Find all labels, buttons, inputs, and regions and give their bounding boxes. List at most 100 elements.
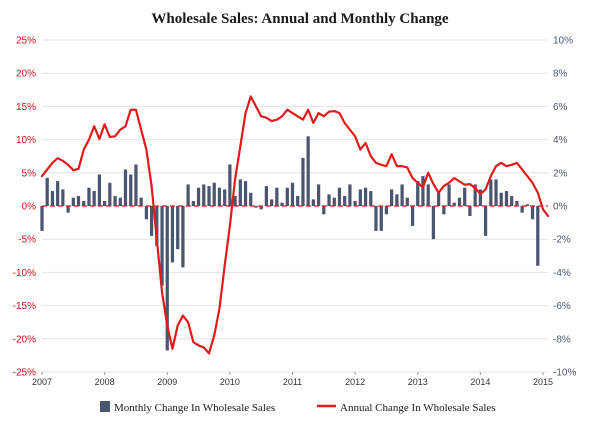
bar — [332, 197, 336, 206]
bar — [191, 201, 195, 206]
left-tick-label: 20% — [16, 69, 36, 80]
bar — [499, 192, 503, 206]
bar — [390, 189, 394, 206]
bar — [525, 204, 529, 206]
bar — [447, 184, 451, 206]
bar — [196, 187, 201, 206]
bar — [270, 199, 274, 206]
bar — [515, 201, 519, 206]
bar — [322, 206, 326, 215]
bar — [358, 189, 362, 206]
bar — [87, 187, 91, 206]
bar — [170, 206, 175, 263]
bar — [249, 192, 253, 206]
bar — [468, 206, 472, 216]
legend-bar-label: Monthly Change In Wholesale Sales — [114, 402, 275, 414]
bar — [118, 197, 122, 206]
bar — [212, 182, 216, 206]
bar — [92, 191, 96, 206]
right-tick-label: -4% — [553, 268, 571, 279]
bar — [264, 186, 268, 206]
bar — [144, 206, 149, 220]
left-tick-label: -25% — [13, 368, 36, 379]
x-tick-label: 2014 — [470, 377, 490, 387]
bar — [155, 206, 159, 246]
x-tick-label: 2013 — [408, 377, 428, 387]
bar — [71, 197, 75, 206]
right-tick-label: 8% — [553, 69, 568, 80]
bar — [494, 179, 498, 206]
bar — [483, 206, 488, 236]
bar — [45, 177, 49, 206]
left-axis-ticks: 25% 20% 15% 10% 5% 0% -5% -10% -15% -20% -25% — [13, 36, 36, 379]
bar — [306, 136, 310, 206]
bar — [275, 187, 279, 206]
bar — [442, 206, 446, 215]
x-tick-label: 2010 — [220, 377, 240, 387]
x-tick-label: 2015 — [533, 377, 553, 387]
x-tick-label: 2008 — [95, 377, 115, 387]
right-tick-label: -10% — [553, 368, 576, 379]
bar — [186, 184, 190, 206]
bar — [395, 194, 399, 206]
bar — [379, 206, 383, 231]
bar — [530, 206, 535, 220]
x-tick-label: 2007 — [32, 377, 52, 387]
bar — [223, 189, 227, 206]
right-tick-label: 10% — [553, 36, 573, 47]
bar — [176, 206, 180, 250]
left-tick-label: -20% — [13, 334, 36, 345]
right-tick-label: 4% — [553, 135, 568, 146]
legend-line-label: Annual Change In Wholesale Sales — [340, 402, 496, 414]
bar — [56, 181, 60, 206]
legend: Monthly Change In Wholesale Sales Annual… — [100, 401, 496, 414]
bar-series — [40, 136, 540, 351]
right-tick-label: -2% — [553, 235, 571, 246]
bar — [478, 189, 482, 206]
bar — [463, 187, 467, 206]
left-tick-label: 10% — [16, 135, 36, 146]
bar — [473, 184, 477, 206]
bar — [113, 196, 117, 206]
bar — [363, 187, 368, 206]
bar — [123, 169, 128, 206]
bar — [369, 191, 373, 206]
bar — [61, 189, 65, 206]
bar — [431, 206, 436, 240]
left-tick-label: -5% — [18, 235, 36, 246]
right-tick-label: 6% — [553, 102, 568, 113]
bar — [165, 206, 169, 351]
legend-bar-swatch — [100, 401, 110, 412]
bar — [400, 184, 404, 206]
bar — [311, 199, 315, 206]
series-line-annual-change — [40, 95, 550, 355]
left-tick-label: 0% — [22, 202, 37, 213]
bar — [337, 187, 342, 206]
bar — [280, 202, 284, 206]
bar — [108, 182, 112, 206]
bar — [243, 181, 248, 206]
bar — [290, 182, 295, 206]
right-tick-label: 0% — [553, 202, 568, 213]
bar — [384, 206, 389, 215]
left-tick-label: 25% — [16, 36, 36, 47]
bar — [489, 179, 493, 206]
left-tick-label: 5% — [22, 168, 37, 179]
x-axis-ticks: 2007 2008 2009 2010 2011 2012 2013 2014 2015 — [32, 372, 553, 387]
bar — [436, 192, 441, 206]
bar — [426, 184, 430, 206]
bar — [66, 206, 70, 213]
bar — [207, 186, 211, 206]
bar — [520, 206, 524, 213]
bar — [160, 206, 164, 286]
bar — [504, 191, 509, 206]
chart-title: Wholesale Sales: Annual and Monthly Chan… — [151, 11, 448, 27]
bar — [149, 206, 154, 236]
line-series — [40, 95, 550, 355]
x-tick-label: 2011 — [283, 377, 302, 387]
bar — [103, 201, 107, 206]
bar — [296, 196, 300, 206]
bar — [254, 206, 258, 208]
bar — [202, 184, 206, 206]
